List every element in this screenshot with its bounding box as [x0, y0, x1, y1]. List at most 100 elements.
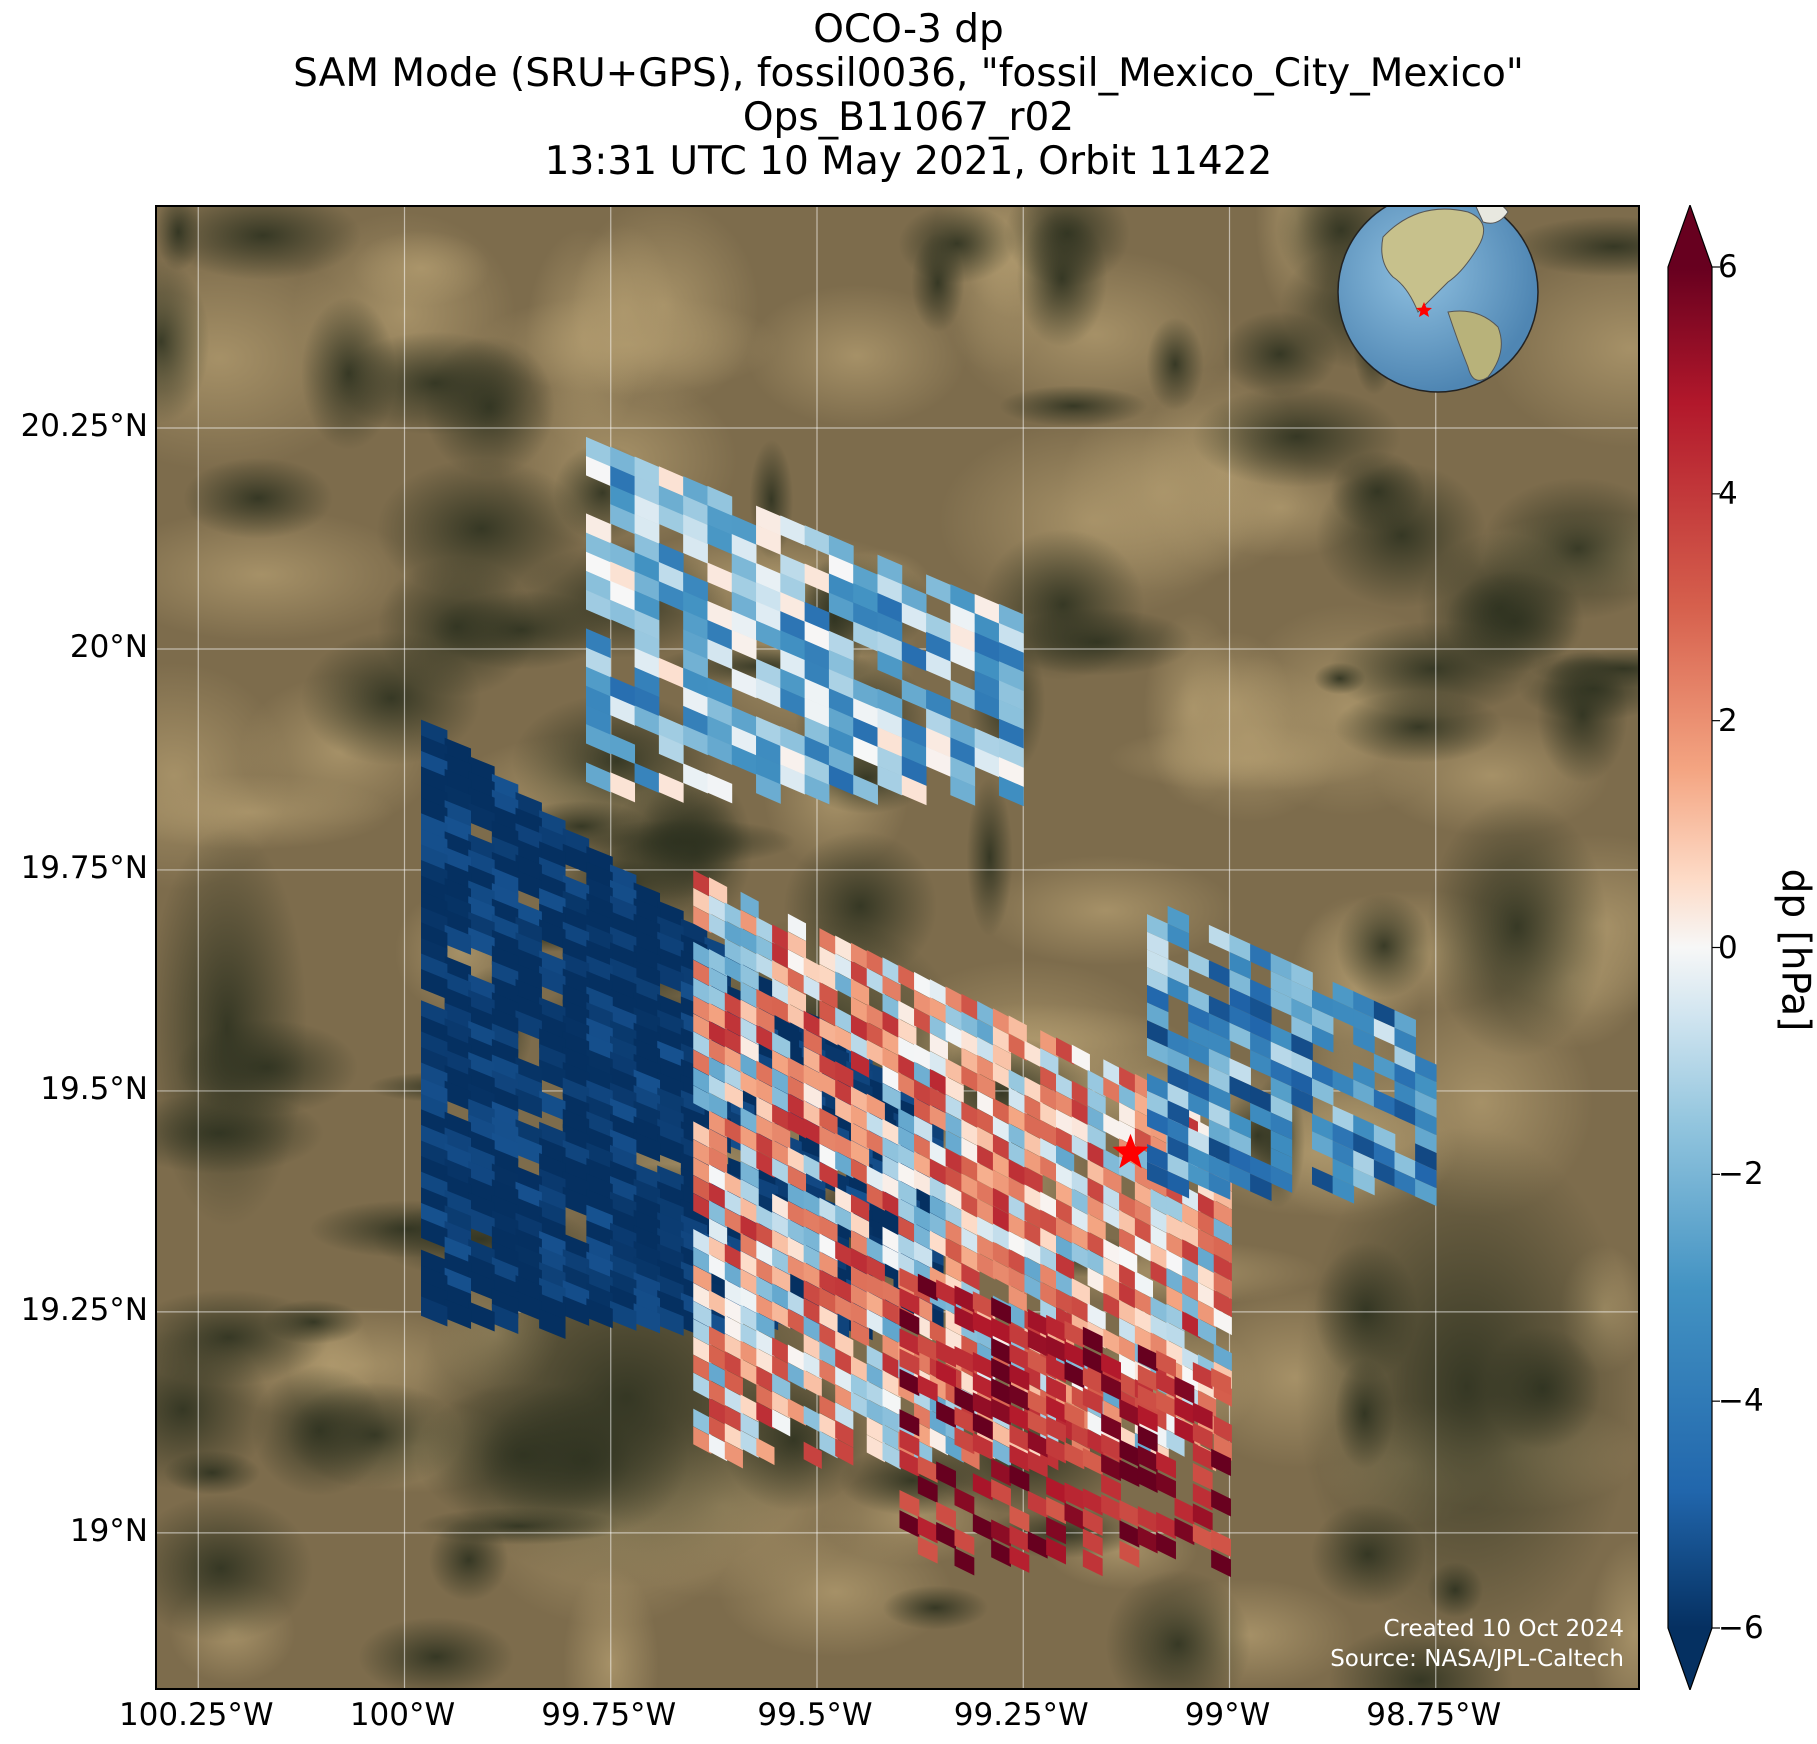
dp-cell: [929, 1194, 948, 1222]
dp-cell: [772, 960, 791, 988]
dp-cell: [835, 1204, 854, 1233]
dp-cell: [468, 1238, 495, 1270]
dp-cell: [515, 869, 542, 901]
dp-cell: [819, 1395, 838, 1423]
dp-cell: [709, 1254, 728, 1282]
dp-cell: [740, 891, 759, 920]
dp-cell: [1166, 1249, 1185, 1278]
dp-cell: [1024, 1202, 1043, 1230]
dp-cell: [586, 704, 611, 736]
dp-cell: [634, 762, 660, 794]
dp-cell: [740, 1107, 759, 1135]
dp-cell: [787, 1308, 807, 1337]
dp-cell: [657, 1227, 684, 1258]
dp-cell: [756, 1150, 775, 1178]
dp-cell: [1119, 1371, 1138, 1400]
dp-cell: [740, 1161, 759, 1189]
dp-cell: [898, 1144, 917, 1172]
dp-cell: [1071, 1278, 1090, 1306]
dp-cell: [1087, 1195, 1106, 1223]
dp-cell: [1167, 905, 1190, 934]
dp-cell: [610, 695, 636, 726]
dp-cell: [1071, 1080, 1090, 1108]
dp-cell: [882, 1047, 901, 1075]
dp-cell: [835, 1348, 854, 1376]
dp-cell: [914, 1079, 933, 1107]
dp-cell: [491, 883, 519, 914]
dp-cell: [866, 1165, 885, 1193]
dp-cell: [772, 1283, 791, 1311]
dp-cell: [1064, 1361, 1085, 1389]
dp-cell: [950, 679, 976, 711]
dp-cell: [709, 1164, 728, 1192]
dp-cell: [1250, 1173, 1272, 1202]
dp-cell: [961, 1245, 980, 1273]
dp-cell: [929, 1015, 948, 1043]
dp-cell: [835, 1007, 854, 1035]
dp-cell: [835, 1061, 854, 1089]
dp-cell: [1270, 1147, 1293, 1176]
dp-cell: [610, 1222, 637, 1253]
dp-cell: [787, 1003, 807, 1031]
dp-cell: [468, 927, 495, 958]
dp-cell: [945, 1237, 964, 1266]
dp-cell: [853, 602, 878, 633]
dp-cell: [586, 532, 611, 563]
dp-cell: [693, 905, 712, 934]
dp-cell: [926, 708, 951, 739]
dp-cell: [866, 1021, 885, 1050]
dp-cell: [1134, 1307, 1154, 1335]
dp-cell: [1373, 1018, 1396, 1046]
dp-cell: [850, 1319, 870, 1348]
dp-cell: [1101, 1453, 1121, 1482]
dp-cell: [1009, 1383, 1030, 1412]
dp-cell: [1373, 1142, 1396, 1170]
dp-cell: [787, 1147, 807, 1175]
dp-cell: [731, 553, 757, 584]
dp-cell: [828, 764, 854, 795]
dp-cell: [954, 1406, 975, 1435]
dp-cell: [724, 1243, 743, 1272]
dp-cell: [917, 1334, 938, 1362]
dp-cell: [1008, 1159, 1027, 1187]
dp-cell: [787, 913, 807, 942]
dp-cell: [1415, 1125, 1437, 1154]
dp-cell: [926, 631, 951, 662]
dp-cell: [444, 1142, 472, 1174]
dp-cell: [1064, 1401, 1085, 1429]
dp-cell: [444, 971, 472, 1002]
dp-cell: [756, 677, 781, 709]
dp-cell: [657, 1181, 684, 1212]
dp-cell: [991, 1297, 1011, 1325]
dp-cell: [772, 1211, 791, 1239]
dp-cell: [1027, 1490, 1048, 1519]
dp-cell: [1119, 1459, 1140, 1488]
dp-cell: [877, 592, 903, 624]
dp-cell: [634, 647, 660, 679]
dp-cell: [961, 1209, 980, 1237]
dp-cell: [1167, 1135, 1190, 1164]
dp-cell: [724, 992, 743, 1020]
dp-cell: [991, 1458, 1011, 1487]
dp-cell: [853, 698, 878, 729]
north-america-shape: [1381, 208, 1485, 313]
dp-cell: [972, 1392, 993, 1420]
dp-cell: [421, 797, 448, 828]
dp-cell: [491, 1241, 519, 1272]
dp-cell: [1167, 1065, 1190, 1093]
dp-cell: [1394, 1027, 1416, 1056]
dp-cell: [1101, 1413, 1121, 1441]
dp-cell: [468, 787, 495, 818]
dp-cell: [1229, 934, 1251, 962]
dp-cell: [468, 1129, 495, 1161]
dp-cell: [787, 967, 807, 995]
map-panel[interactable]: Created 10 Oct 2024 Source: NASA/JPL-Cal…: [155, 205, 1640, 1690]
dp-cell: [977, 1252, 996, 1280]
dp-cell: [1213, 1289, 1232, 1318]
dp-cell: [1229, 1005, 1251, 1033]
dp-cell: [444, 784, 472, 815]
dp-cell: [1270, 1112, 1293, 1140]
dp-cell: [1137, 1425, 1158, 1453]
dp-cell: [901, 736, 927, 768]
dp-cell: [586, 628, 611, 659]
